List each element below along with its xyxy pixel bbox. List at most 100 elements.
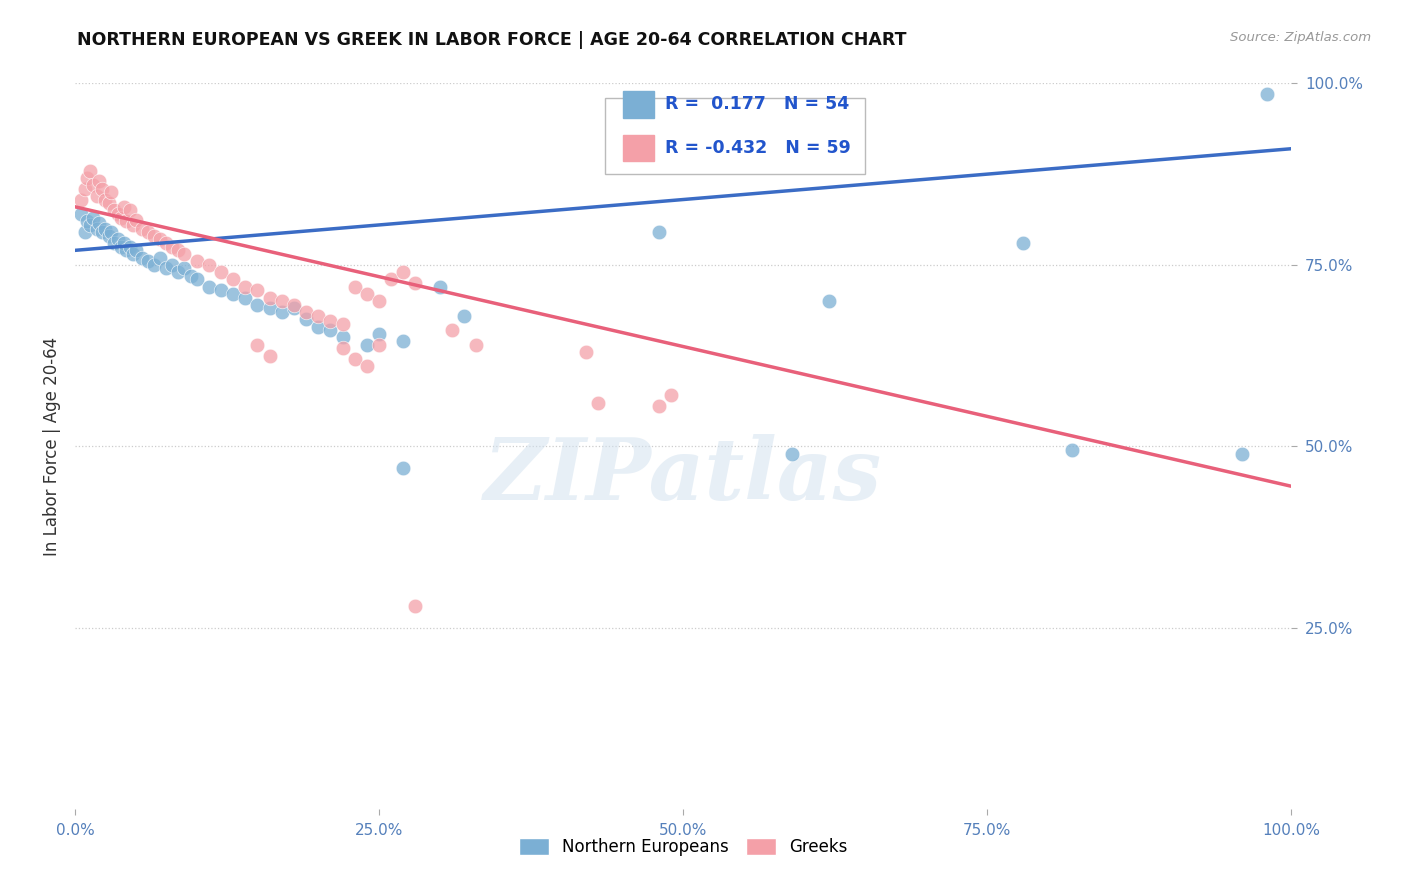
Point — [167, 265, 190, 279]
Point — [118, 203, 141, 218]
Point — [782, 446, 804, 460]
Point — [100, 225, 122, 239]
Point — [180, 268, 202, 283]
Point — [647, 400, 669, 414]
Point — [112, 236, 135, 251]
Y-axis label: In Labor Force | Age 20-64: In Labor Force | Age 20-64 — [44, 336, 60, 556]
Point — [380, 272, 402, 286]
Point — [1062, 442, 1084, 457]
Point — [76, 214, 98, 228]
Point — [332, 318, 354, 332]
Point — [149, 232, 172, 246]
Point — [343, 279, 366, 293]
Point — [115, 214, 138, 228]
Point — [125, 244, 148, 258]
Point — [356, 359, 378, 374]
Point — [186, 254, 208, 268]
Point — [143, 258, 166, 272]
Point — [319, 314, 342, 328]
Point — [89, 216, 111, 230]
Point — [173, 247, 195, 261]
Point — [110, 211, 132, 225]
Point — [233, 291, 256, 305]
Text: R = -0.432   N = 59: R = -0.432 N = 59 — [665, 139, 851, 157]
Point — [76, 170, 98, 185]
Point — [186, 272, 208, 286]
Point — [90, 225, 112, 239]
Point — [82, 211, 104, 225]
Point — [368, 337, 391, 351]
Point — [70, 207, 93, 221]
Point — [295, 305, 318, 319]
Point — [405, 276, 427, 290]
Point — [319, 323, 342, 337]
Point — [356, 337, 378, 351]
Point — [453, 309, 475, 323]
Text: R =  0.177   N = 54: R = 0.177 N = 54 — [665, 95, 849, 113]
Point — [405, 599, 427, 613]
Point — [307, 319, 329, 334]
Point — [94, 193, 117, 207]
Point — [283, 298, 305, 312]
Point — [818, 294, 841, 309]
Point — [1012, 236, 1035, 251]
Point — [368, 326, 391, 341]
Legend: Northern Europeans, Greeks: Northern Europeans, Greeks — [512, 831, 853, 863]
Text: NORTHERN EUROPEAN VS GREEK IN LABOR FORCE | AGE 20-64 CORRELATION CHART: NORTHERN EUROPEAN VS GREEK IN LABOR FORC… — [77, 31, 907, 49]
Point — [118, 240, 141, 254]
Point — [86, 189, 108, 203]
Point — [167, 244, 190, 258]
Point — [392, 461, 415, 475]
Point — [270, 305, 292, 319]
Point — [115, 244, 138, 258]
Point — [122, 247, 145, 261]
Point — [89, 174, 111, 188]
Point — [173, 261, 195, 276]
Point — [79, 218, 101, 232]
Point — [1256, 87, 1278, 102]
Point — [575, 345, 598, 359]
Point — [259, 301, 281, 316]
Point — [155, 236, 177, 251]
Point — [73, 225, 96, 239]
Point — [270, 294, 292, 309]
Point — [94, 221, 117, 235]
Point — [103, 236, 125, 251]
Point — [259, 349, 281, 363]
Point — [98, 228, 121, 243]
Point — [440, 323, 463, 337]
Point — [100, 186, 122, 200]
Point — [110, 240, 132, 254]
Point — [149, 251, 172, 265]
Point — [98, 196, 121, 211]
Point — [125, 212, 148, 227]
Point — [368, 294, 391, 309]
Point — [143, 228, 166, 243]
Point — [131, 221, 153, 235]
Point — [103, 203, 125, 218]
Point — [107, 232, 129, 246]
Point — [647, 225, 669, 239]
Point — [259, 291, 281, 305]
Point — [70, 193, 93, 207]
Point — [136, 254, 159, 268]
Point — [107, 207, 129, 221]
Point — [246, 298, 269, 312]
Point — [356, 286, 378, 301]
Point — [122, 218, 145, 232]
Point — [307, 309, 329, 323]
Point — [332, 330, 354, 344]
Point — [659, 388, 682, 402]
Point — [222, 286, 245, 301]
Point — [131, 251, 153, 265]
Point — [1232, 446, 1254, 460]
Point — [73, 182, 96, 196]
Point — [82, 178, 104, 192]
Point — [112, 200, 135, 214]
Point — [197, 279, 219, 293]
Point — [233, 279, 256, 293]
Point — [209, 283, 232, 297]
Point — [283, 301, 305, 316]
Text: ZIPatlas: ZIPatlas — [484, 434, 882, 517]
Point — [246, 337, 269, 351]
